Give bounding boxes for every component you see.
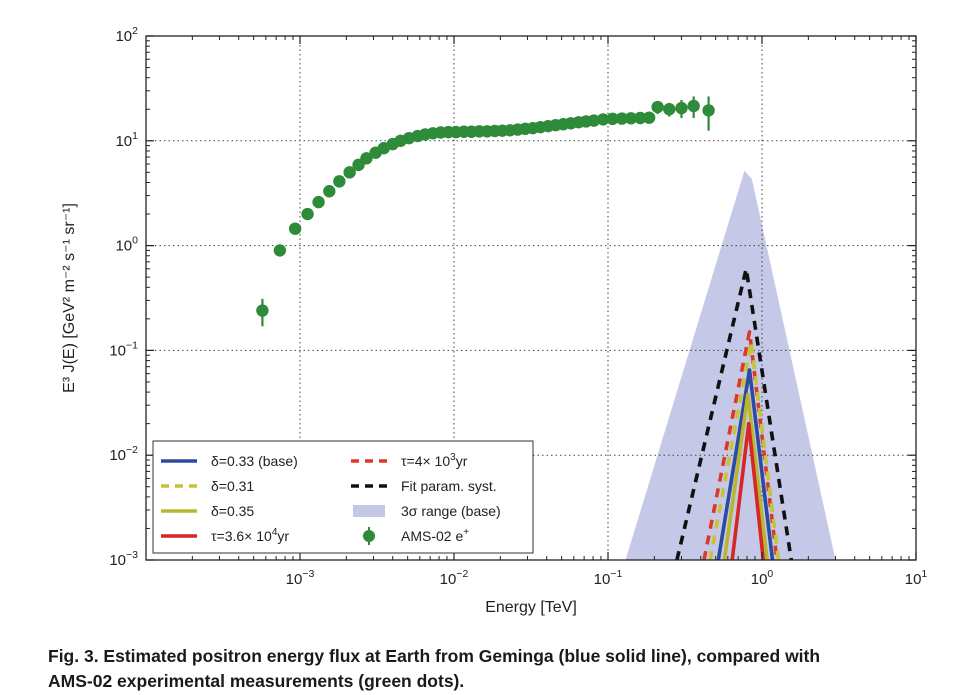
legend-label: 3σ range (base) <box>401 503 501 519</box>
x-tick-label: 10−2 <box>440 568 469 588</box>
legend-label: Fit param. syst. <box>401 478 497 494</box>
legend-label: δ=0.33 (base) <box>211 453 298 469</box>
legend-item-tau36: τ=3.6× 104yr <box>161 527 289 544</box>
legend-label: τ=4× 103yr <box>401 452 468 469</box>
y-tick-label: 10−3 <box>109 549 138 569</box>
y-tick-label: 101 <box>115 130 138 150</box>
series-line <box>708 340 781 561</box>
legend-label: δ=0.31 <box>211 478 254 494</box>
caption-line-1: Fig. 3. Estimated positron energy flux a… <box>48 646 821 666</box>
legend-box <box>152 440 534 554</box>
ams-data-point <box>615 112 629 125</box>
ticks-layer: 10−3 10−2 10−1 100 101 10−3 10−2 10−1 100 101 102 <box>109 25 927 588</box>
x-tick-label: 10−3 <box>286 568 315 588</box>
series-line <box>722 392 769 561</box>
y-axis-title: E³ J(E) [GeV² m⁻² s⁻¹ sr⁻¹] <box>61 203 78 393</box>
legend-item-base: δ=0.33 (base) <box>161 453 298 469</box>
ams-data-point <box>587 114 601 127</box>
legend-label: δ=0.35 <box>211 503 254 519</box>
ams-data-point <box>301 207 314 221</box>
legend-item-band: 3σ range (base) <box>353 503 501 519</box>
y-tick-label: 10−1 <box>109 339 138 359</box>
legend-label: AMS-02 e+ <box>401 527 469 544</box>
x-tick-label: 10−1 <box>594 568 623 588</box>
legend-swatch <box>353 505 385 517</box>
figure-caption: Fig. 3. Estimated positron energy flux a… <box>48 644 948 694</box>
ams-data-point <box>606 112 619 126</box>
caption-line-2: AMS-02 experimental measurements (green … <box>48 671 465 691</box>
ams-data-point <box>624 112 638 125</box>
series-line <box>702 330 779 561</box>
x-tick-label: 100 <box>751 568 774 588</box>
band-layer <box>625 170 836 560</box>
ams-data-point <box>312 195 325 209</box>
ams-data-point <box>256 304 269 317</box>
series-line <box>716 368 775 561</box>
ams-data-point <box>596 113 610 126</box>
legend-swatch <box>363 530 375 542</box>
y-tick-label: 10−2 <box>109 444 138 464</box>
x-tick-label: 101 <box>905 568 928 588</box>
ams-data-point <box>687 99 700 113</box>
plot-frame <box>145 35 917 561</box>
ams-data-point <box>651 100 664 114</box>
ams-data-point <box>642 111 656 124</box>
sigma-band-area <box>625 170 836 560</box>
positron-flux-chart: 10−3 10−2 10−1 100 10110−310−210−1100101102 … <box>61 25 927 616</box>
ams-data-point <box>675 101 688 115</box>
series-line <box>675 266 794 561</box>
y-tick-label: 100 <box>115 235 138 255</box>
ams-data-point <box>273 244 287 257</box>
ams-data-point <box>343 166 356 179</box>
x-axis-title: Energy [TeV] <box>485 599 577 616</box>
y-tick-label: 102 <box>115 25 138 45</box>
ams-data-point <box>702 104 715 117</box>
legend-item-tau4: τ=4× 103yr <box>351 452 468 469</box>
legend-item-fitsyst: Fit param. syst. <box>351 478 497 494</box>
legend: δ=0.33 (base) δ=0.31 δ=0.35 τ=3.6× 104yr τ=4… <box>152 440 534 554</box>
series-line <box>730 421 766 561</box>
ams-data-point <box>288 222 302 235</box>
ams-data-point <box>634 111 647 125</box>
legend-item-delta031: δ=0.31 <box>161 478 254 494</box>
ams-data-point <box>360 152 373 165</box>
legend-item-ams: AMS-02 e+ <box>363 527 469 545</box>
ams-data-point <box>333 175 346 188</box>
scatter-layer <box>256 96 715 327</box>
series-layer <box>675 266 794 561</box>
legend-label: τ=3.6× 104yr <box>211 527 289 544</box>
ams-data-point <box>663 103 676 116</box>
legend-item-delta035: δ=0.35 <box>161 503 254 519</box>
ams-data-point <box>323 185 336 198</box>
